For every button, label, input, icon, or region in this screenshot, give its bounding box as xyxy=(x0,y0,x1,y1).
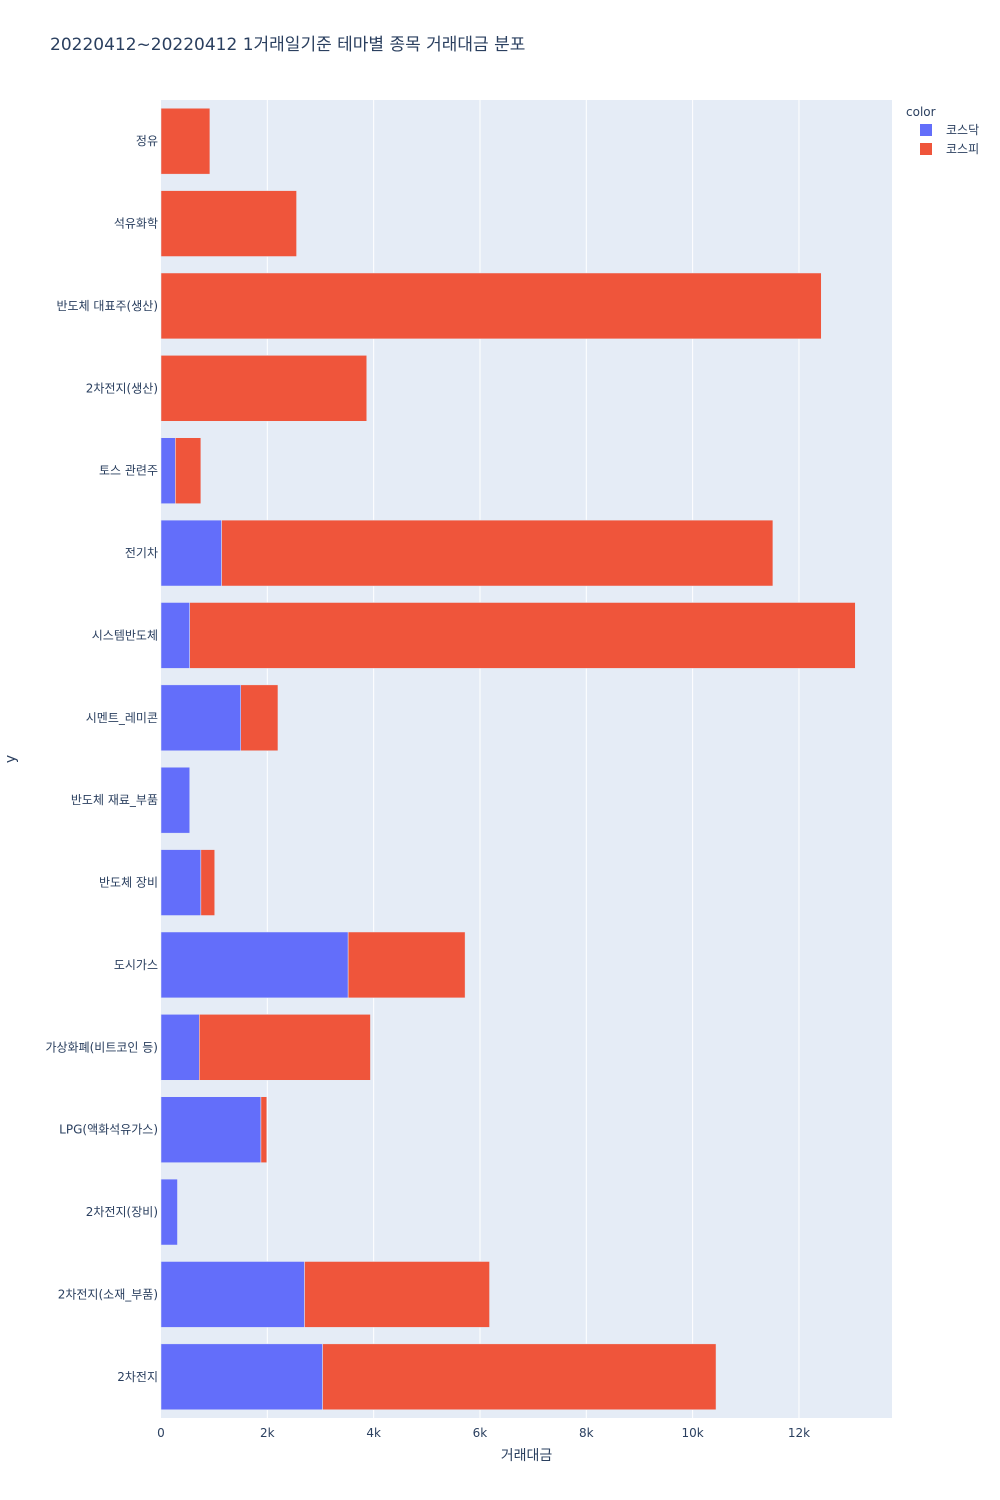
bar-코스피 xyxy=(175,437,202,504)
bar-코스닥 xyxy=(160,1096,262,1163)
y-tick-label: 시멘트_레미콘 xyxy=(86,711,158,725)
legend-label: 코스피 xyxy=(946,142,979,156)
y-tick-label: 정유 xyxy=(136,134,158,148)
bar-코스피 xyxy=(199,1014,371,1081)
y-tick-label: 2차전지(장비) xyxy=(86,1205,158,1219)
y-tick-label: 토스 관련주 xyxy=(99,464,158,478)
bar-코스닥 xyxy=(160,849,202,916)
bar-코스닥 xyxy=(160,1014,200,1081)
bar-코스피 xyxy=(160,190,297,257)
bar-코스닥 xyxy=(160,437,176,504)
y-tick-label: 석유화학 xyxy=(114,217,158,231)
y-tick-label: 시스템반도체 xyxy=(92,628,158,642)
legend-swatch xyxy=(920,124,932,136)
bar-코스피 xyxy=(347,931,466,999)
bar-코스피 xyxy=(240,684,279,752)
bar-코스피 xyxy=(160,355,367,422)
y-tick-label: 2차전지 xyxy=(117,1370,158,1384)
bar-코스닥 xyxy=(160,602,190,669)
bar-코스닥 xyxy=(160,766,190,834)
bar-코스피 xyxy=(200,849,215,916)
x-tick-label: 10k xyxy=(682,1426,704,1440)
bar-코스닥 xyxy=(160,931,349,999)
bar-코스피 xyxy=(221,519,774,587)
bar-코스닥 xyxy=(160,1343,323,1411)
legend-swatch xyxy=(920,143,932,155)
y-tick-label: 가상화폐(비트코인 등) xyxy=(45,1040,158,1054)
y-tick-label: 2차전지(생산) xyxy=(86,381,158,395)
chart-title: 20220412~20220412 1거래일기준 테마별 종목 거래대금 분포 xyxy=(50,35,525,55)
y-tick-label: 반도체 대표주(생산) xyxy=(57,299,159,313)
bar-코스피 xyxy=(160,272,822,340)
x-axis-ticks: 0 2k 4k 6k 8k 10k 12k xyxy=(157,1426,810,1440)
legend-label: 코스닥 xyxy=(946,123,979,137)
bar-코스닥 xyxy=(160,684,241,752)
bar-코스닥 xyxy=(160,1178,178,1246)
y-tick-label: LPG(액화석유가스) xyxy=(59,1123,158,1137)
bar-코스피 xyxy=(260,1096,268,1163)
y-tick-label: 전기차 xyxy=(125,546,158,560)
x-tick-label: 8k xyxy=(579,1426,594,1440)
y-tick-label: 반도체 재료_부품 xyxy=(71,793,158,807)
x-tick-label: 6k xyxy=(473,1426,488,1440)
y-axis-title: y xyxy=(3,755,19,763)
x-axis-title: 거래대금 xyxy=(501,1448,553,1464)
x-tick-label: 4k xyxy=(366,1426,381,1440)
bars xyxy=(160,107,856,1411)
x-tick-label: 12k xyxy=(788,1426,810,1440)
bar-코스피 xyxy=(189,602,856,669)
bar-코스피 xyxy=(304,1261,490,1328)
x-tick-label: 0 xyxy=(157,1426,165,1440)
legend-title: color xyxy=(906,105,936,119)
y-tick-label: 2차전지(소재_부품) xyxy=(58,1287,158,1301)
bar-코스피 xyxy=(322,1343,717,1411)
y-tick-label: 도시가스 xyxy=(114,958,158,972)
bar-코스닥 xyxy=(160,519,222,587)
y-tick-label: 반도체 장비 xyxy=(99,876,158,890)
x-tick-label: 2k xyxy=(260,1426,275,1440)
bar-코스피 xyxy=(160,107,211,175)
bar-코스닥 xyxy=(160,1261,305,1328)
